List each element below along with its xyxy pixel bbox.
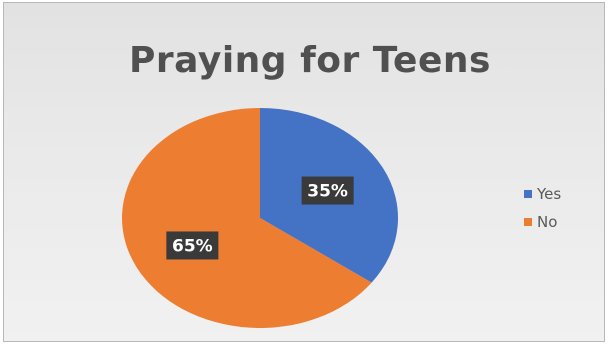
- data-label-text: 65%: [172, 236, 213, 256]
- chart-title: Praying for Teens: [129, 40, 491, 81]
- legend-item-no: No: [524, 211, 561, 233]
- data-label-yes: 35%: [301, 176, 354, 205]
- data-label-box: [301, 176, 354, 205]
- legend-item-yes: Yes: [524, 183, 561, 205]
- data-label-text: 35%: [307, 182, 348, 202]
- pie-slices: [121, 108, 398, 329]
- legend-label-yes: Yes: [537, 185, 562, 203]
- legend-swatch-yes: [524, 190, 532, 198]
- pie-data-labels: 35% 65%: [166, 176, 354, 260]
- data-label-box: [166, 231, 219, 260]
- pie-slice-no: [121, 108, 372, 329]
- data-label-no: 65%: [166, 231, 219, 260]
- legend: Yes No: [524, 183, 561, 239]
- legend-swatch-no: [524, 218, 532, 226]
- legend-label-no: No: [537, 213, 558, 231]
